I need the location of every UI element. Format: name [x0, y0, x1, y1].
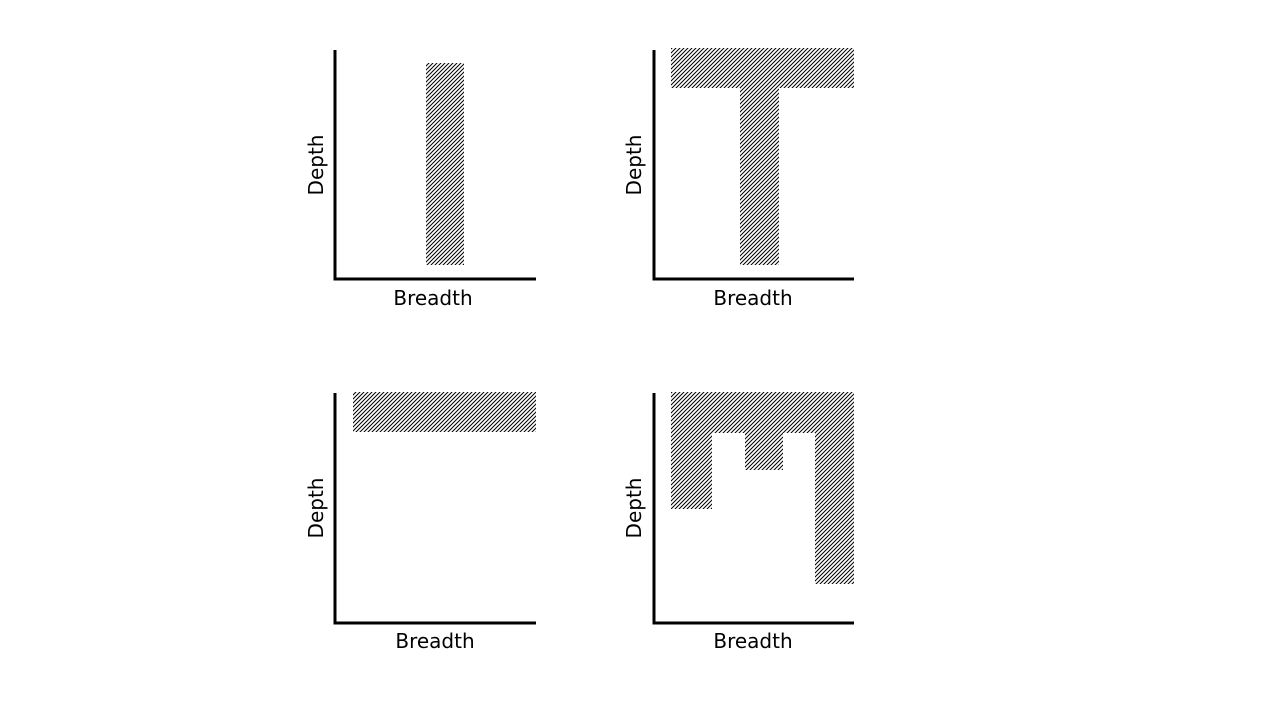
- hatched-column-right: [815, 431, 854, 584]
- axes: [333, 393, 536, 625]
- y-axis-label: Depth: [622, 478, 646, 539]
- y-axis-label: Depth: [304, 478, 328, 539]
- diagram-top-left: Depth Breadth: [304, 50, 536, 310]
- x-axis-label: Breadth: [393, 286, 472, 310]
- axes: [652, 50, 854, 281]
- hatched-top-bar: [353, 392, 536, 432]
- diagram-top-right: Depth Breadth: [622, 48, 854, 310]
- diagram-bottom-left: Depth Breadth: [304, 392, 536, 653]
- x-axis-label: Breadth: [713, 286, 792, 310]
- hatched-column: [426, 63, 464, 265]
- y-axis-label: Depth: [304, 135, 328, 196]
- hatched-column-middle: [745, 431, 783, 470]
- x-axis-label: Breadth: [395, 629, 474, 653]
- hatched-top-bar: [671, 48, 854, 88]
- y-axis-label: Depth: [622, 135, 646, 196]
- axes: [333, 50, 536, 281]
- hatched-top-bar: [671, 392, 854, 433]
- hatched-column-left: [671, 431, 712, 509]
- diagram-bottom-right: Depth Breadth: [622, 392, 854, 653]
- hatched-column: [740, 86, 779, 265]
- x-axis-label: Breadth: [713, 629, 792, 653]
- axes: [652, 393, 854, 625]
